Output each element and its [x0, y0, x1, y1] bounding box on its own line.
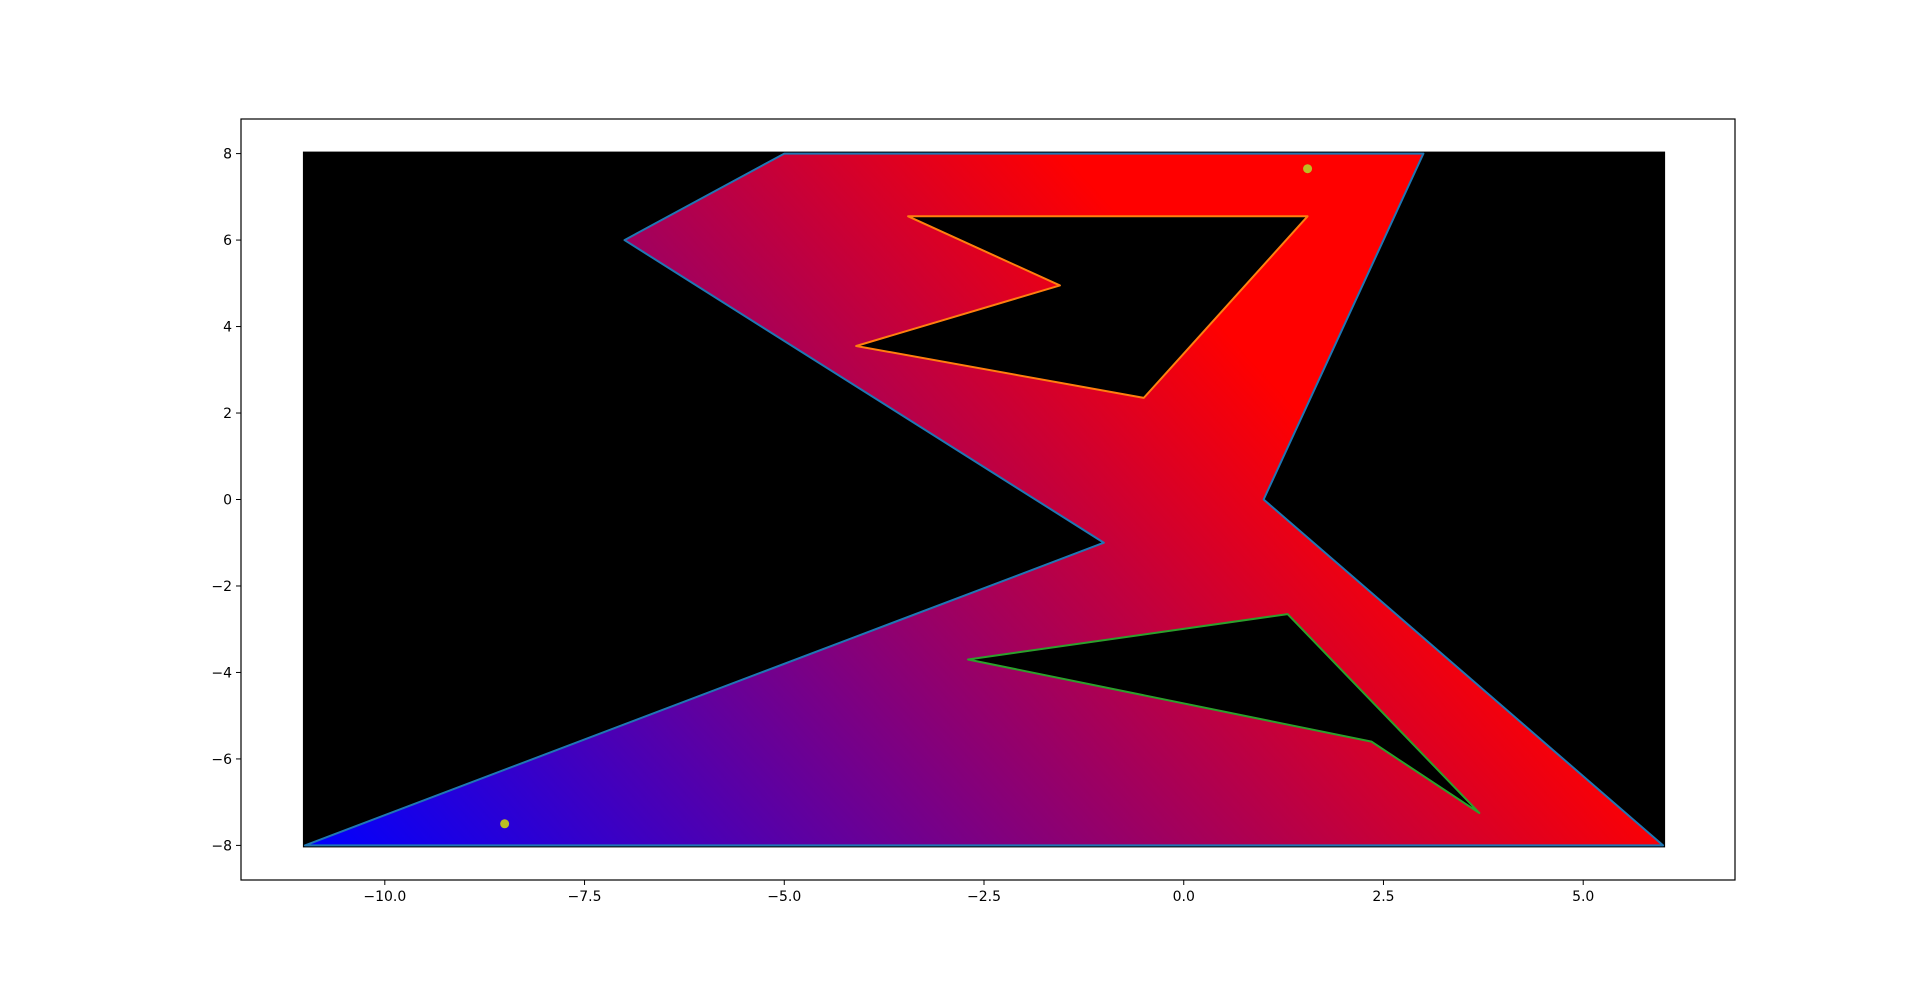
- hole-outline-1: [855, 215, 1309, 399]
- y-tick-label: −2: [211, 579, 232, 595]
- plot-area: [302, 151, 1666, 848]
- y-tick-label: 2: [223, 406, 232, 422]
- gradient-shape: [304, 153, 1664, 846]
- x-tick-label: −5.0: [767, 889, 801, 905]
- y-tick-label: −8: [211, 838, 232, 854]
- x-tick-label: 0.0: [1173, 889, 1195, 905]
- x-tick-label: 5.0: [1572, 889, 1594, 905]
- x-tick-label: −7.5: [568, 889, 602, 905]
- x-tick-label: 2.5: [1372, 889, 1394, 905]
- x-tick-label: −10.0: [363, 889, 406, 905]
- outer-outline: [303, 152, 1665, 847]
- hole-outline-2: [967, 613, 1481, 814]
- y-axis: 8 6 4 2 0 −2 −4 −6 −8: [211, 147, 241, 854]
- marker-point-1: [500, 819, 510, 829]
- y-tick-label: 0: [223, 493, 232, 509]
- y-tick-label: −4: [211, 665, 232, 681]
- y-tick-label: 8: [223, 147, 232, 163]
- x-tick-label: −2.5: [967, 889, 1001, 905]
- marker-point-2: [1303, 164, 1313, 174]
- y-tick-label: 4: [223, 320, 232, 336]
- y-tick-label: 6: [223, 233, 232, 249]
- y-tick-label: −6: [211, 752, 232, 768]
- x-axis: −10.0 −7.5 −5.0 −2.5 0.0 2.5 5.0: [363, 880, 1594, 905]
